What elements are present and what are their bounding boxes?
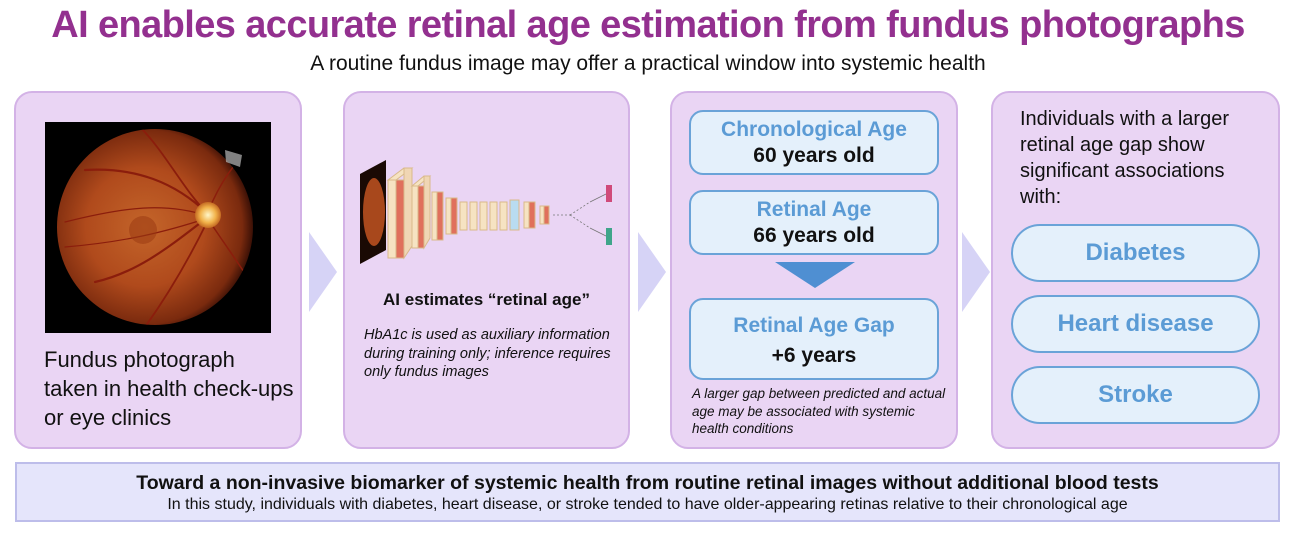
flow-arrow-icon: [962, 232, 990, 312]
retinal-age-value: 66 years old: [753, 224, 875, 247]
condition-diabetes: Diabetes: [1011, 224, 1260, 282]
page-title: AI enables accurate retinal age estimati…: [51, 4, 1245, 46]
chronological-age-label: Chronological Age: [721, 118, 907, 141]
page-subtitle: A routine fundus image may offer a pract…: [310, 52, 986, 75]
fundus-photo-caption: Fundus photograph taken in health check-…: [44, 347, 294, 430]
down-arrow-icon: [775, 262, 855, 288]
flow-arrow-icon: [638, 232, 666, 312]
condition-heart-disease: Heart disease: [1011, 295, 1260, 353]
condition-stroke: Stroke: [1011, 366, 1260, 424]
fundus-photograph: [45, 122, 271, 333]
summary-banner: Toward a non-invasive biomarker of syste…: [15, 462, 1280, 522]
retinal-age-label: Retinal Age: [756, 198, 872, 221]
fundus-image: [57, 129, 253, 325]
summary-title: Toward a non-invasive biomarker of syste…: [136, 472, 1159, 494]
retinal-age-gap-box: Retinal Age Gap +6 years: [689, 298, 939, 380]
age-gap-note: A larger gap between predicted and actua…: [692, 386, 946, 436]
retinal-age-gap-value: +6 years: [771, 344, 857, 367]
flow-arrow-icon: [309, 232, 337, 312]
chronological-age-box: Chronological Age 60 years old: [689, 110, 939, 175]
retinal-age-gap-label: Retinal Age Gap: [733, 314, 895, 337]
retinal-age-box: Retinal Age 66 years old: [689, 190, 939, 255]
panel-ai-model: [343, 91, 630, 449]
chronological-age-value: 60 years old: [753, 144, 875, 167]
associations-intro: Individuals with a larger retinal age ga…: [1020, 108, 1229, 208]
hba1c-note: HbA1c is used as auxiliary information d…: [364, 327, 611, 380]
ai-retinal-age-heading: AI estimates “retinal age”: [383, 290, 590, 309]
neural-network-diagram: [360, 160, 612, 264]
summary-text: In this study, individuals with diabetes…: [167, 496, 1128, 513]
